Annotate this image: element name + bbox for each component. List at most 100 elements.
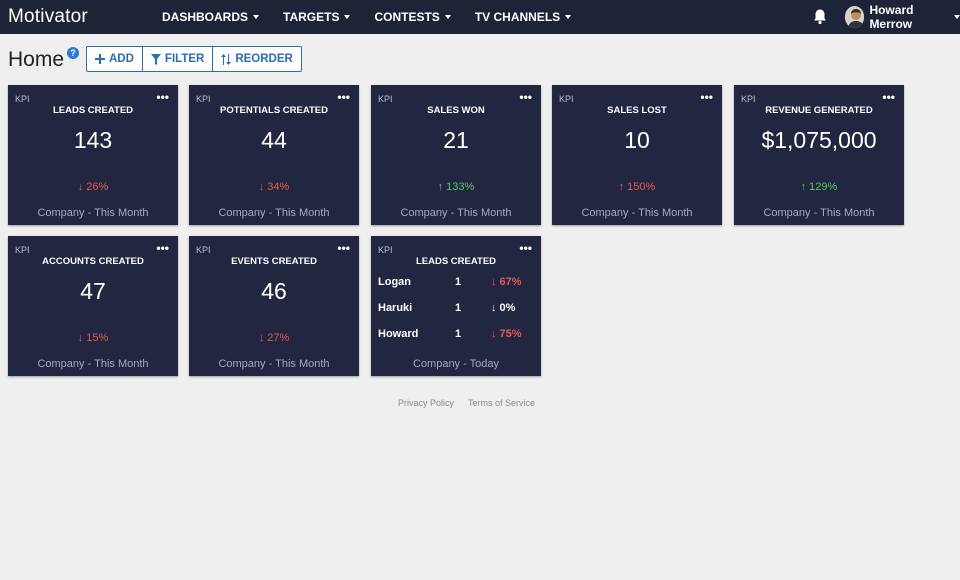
list-item: Logan 1 ↓ 67% xyxy=(371,276,541,292)
caret-down-icon xyxy=(565,15,572,19)
row-count: 1 xyxy=(455,302,462,314)
card-footer: Company - This Month xyxy=(400,207,512,219)
card-footer: Company - This Month xyxy=(218,358,330,370)
avatar xyxy=(845,6,865,28)
kpi-card[interactable]: KPI ••• LEADS CREATED 143 ↓ 26% Company - This… xyxy=(8,85,178,225)
kpi-card[interactable]: KPI ••• EVENTS CREATED 46 ↓ 27% Company - This… xyxy=(189,236,359,376)
card-title: SALES WON xyxy=(427,105,485,116)
nav-dashboards[interactable]: DASHBOARDS xyxy=(150,0,271,34)
nav-contests[interactable]: CONTESTS xyxy=(362,0,462,34)
card-value: 46 xyxy=(261,278,287,304)
more-menu-icon[interactable]: ••• xyxy=(337,90,350,104)
more-menu-icon[interactable]: ••• xyxy=(519,90,532,104)
kpi-card[interactable]: KPI ••• SALES LOST 10 ↑ 150% Company - This Mo… xyxy=(552,85,722,225)
card-value: 10 xyxy=(624,127,650,153)
filter-button[interactable]: FILTER xyxy=(143,47,214,71)
more-menu-icon[interactable]: ••• xyxy=(337,241,350,255)
row-change: ↓ 75% xyxy=(491,328,522,340)
card-change-value: 26% xyxy=(86,181,109,193)
dashboard-toolbar: ADD FILTER REORDER xyxy=(86,46,302,72)
row-count: 1 xyxy=(455,276,462,288)
kpi-tag: KPI xyxy=(378,245,393,255)
caret-down-icon xyxy=(344,15,351,19)
reorder-button[interactable]: REORDER xyxy=(213,47,301,71)
row-change-value: 75% xyxy=(499,328,522,340)
arrow-down-icon: ↓ xyxy=(77,332,84,344)
card-change: ↓ 34% xyxy=(189,181,359,193)
row-change: ↓ 67% xyxy=(491,276,522,288)
nav-dashboards-label: DASHBOARDS xyxy=(162,10,249,24)
card-title: REVENUE GENERATED xyxy=(765,105,873,116)
plus-icon xyxy=(95,54,105,64)
card-title: LEADS CREATED xyxy=(415,256,497,267)
more-menu-icon[interactable]: ••• xyxy=(882,90,895,104)
card-footer: Company - This Month xyxy=(581,207,693,219)
notifications-bell-icon[interactable] xyxy=(812,8,828,26)
arrow-down-icon: ↓ xyxy=(77,181,84,193)
card-change: ↑ 129% xyxy=(734,181,904,193)
card-value: 21 xyxy=(443,127,469,153)
user-menu[interactable]: Howard Merrow xyxy=(845,3,960,31)
kpi-card-leaderboard[interactable]: KPI ••• LEADS CREATED Logan 1 ↓ 67% Haruk… xyxy=(371,236,541,376)
row-change: ↓ 0% xyxy=(491,302,515,314)
card-change-value: 150% xyxy=(627,181,656,193)
add-button[interactable]: ADD xyxy=(87,47,143,71)
arrow-up-icon: ↑ xyxy=(618,181,625,193)
row-change-value: 67% xyxy=(499,276,522,288)
more-menu-icon[interactable]: ••• xyxy=(156,90,169,104)
card-change: ↓ 15% xyxy=(8,332,178,344)
card-change-value: 133% xyxy=(446,181,475,193)
caret-down-icon xyxy=(253,15,260,19)
card-footer: Company - This Month xyxy=(37,358,149,370)
row-change-value: 0% xyxy=(499,302,516,314)
card-title: LEADS CREATED xyxy=(52,105,134,116)
kpi-tag: KPI xyxy=(741,94,756,104)
filter-button-label: FILTER xyxy=(164,53,205,65)
kpi-card[interactable]: KPI ••• REVENUE GENERATED $1,075,000 ↑ 129% Co… xyxy=(734,85,904,225)
card-title: EVENTS CREATED xyxy=(231,256,317,267)
nav-tv-channels[interactable]: TV CHANNELS xyxy=(463,0,583,34)
kpi-card[interactable]: KPI ••• ACCOUNTS CREATED 47 ↓ 15% Company - Th… xyxy=(8,236,178,376)
card-value: $1,075,000 xyxy=(761,127,877,153)
arrow-down-icon: ↓ xyxy=(258,332,265,344)
app-logo[interactable]: Motivator xyxy=(8,6,88,27)
nav-tv-channels-label: TV CHANNELS xyxy=(474,10,561,24)
card-change-value: 34% xyxy=(267,181,290,193)
main-nav: DASHBOARDS TARGETS CONTESTS TV CHANNELS xyxy=(150,0,583,34)
top-nav-bar: Motivator DASHBOARDS TARGETS CONTESTS TV… xyxy=(0,0,960,34)
row-name: Howard xyxy=(378,328,419,340)
kpi-card[interactable]: KPI ••• POTENTIALS CREATED 44 ↓ 34% Company - … xyxy=(189,85,359,225)
arrow-down-icon: ↓ xyxy=(491,302,497,314)
card-title: POTENTIALS CREATED xyxy=(219,105,329,116)
card-title: ACCOUNTS CREATED xyxy=(42,256,144,267)
terms-of-service-link[interactable]: Terms of Service xyxy=(468,398,536,408)
card-footer: Company - This Month xyxy=(37,207,149,219)
kpi-tag: KPI xyxy=(196,245,211,255)
arrow-up-icon: ↑ xyxy=(437,181,444,193)
card-change: ↓ 26% xyxy=(8,181,178,193)
nav-targets[interactable]: TARGETS xyxy=(271,0,362,34)
caret-down-icon xyxy=(954,15,960,19)
kpi-tag: KPI xyxy=(15,94,30,104)
more-menu-icon[interactable]: ••• xyxy=(519,241,532,255)
help-icon[interactable]: ? xyxy=(67,47,79,59)
sort-icon xyxy=(221,53,232,65)
privacy-policy-link[interactable]: Privacy Policy xyxy=(398,398,455,408)
list-item: Howard 1 ↓ 75% xyxy=(371,328,541,344)
more-menu-icon[interactable]: ••• xyxy=(156,241,169,255)
card-value: 143 xyxy=(73,127,113,153)
card-change: ↑ 150% xyxy=(552,181,722,193)
kpi-tag: KPI xyxy=(378,94,393,104)
card-change-value: 15% xyxy=(86,332,109,344)
card-value: 44 xyxy=(261,127,287,153)
add-button-label: ADD xyxy=(109,53,134,65)
arrow-up-icon: ↑ xyxy=(800,181,807,193)
kpi-card[interactable]: KPI ••• SALES WON 21 ↑ 133% Company - This Mon… xyxy=(371,85,541,225)
list-item: Haruki 1 ↓ 0% xyxy=(371,302,541,318)
kpi-tag: KPI xyxy=(559,94,574,104)
more-menu-icon[interactable]: ••• xyxy=(700,90,713,104)
card-footer: Company - Today xyxy=(412,358,499,370)
card-footer: Company - This Month xyxy=(218,207,330,219)
caret-down-icon xyxy=(444,15,451,19)
card-title: SALES LOST xyxy=(607,105,667,116)
